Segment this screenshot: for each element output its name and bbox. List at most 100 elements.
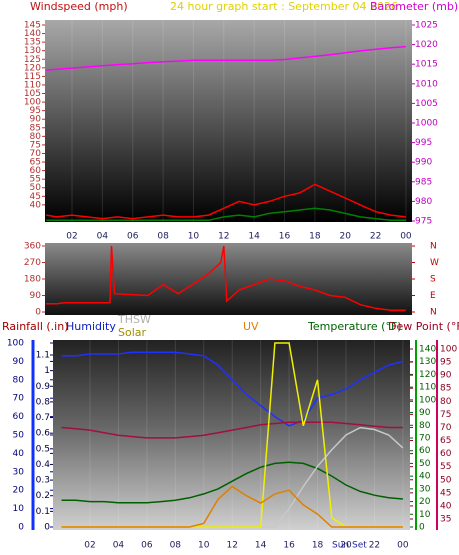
y-tick-label: 65: [30, 158, 41, 168]
y4-tick-label: 35: [440, 515, 451, 525]
y3-tick-label: 0: [419, 523, 425, 533]
y4-tick-label: 45: [440, 488, 451, 498]
x-tick-label: 16: [283, 541, 295, 551]
y-tick-label: 0.7: [36, 413, 50, 423]
y-tick-label: 120: [24, 63, 41, 73]
x-tick-label: 08: [170, 541, 182, 551]
y-tick-label: 145: [24, 21, 41, 31]
y4-tick-label: 80: [440, 397, 452, 407]
series-line: [46, 207, 406, 222]
y-tick-label: 50: [30, 183, 42, 193]
y3-tick-label: 140: [419, 345, 436, 355]
y2-tick-label: 1025: [415, 21, 438, 31]
y3-tick-label: 40: [419, 472, 431, 482]
y-tick-label: 60: [30, 166, 42, 176]
y3-tick-label: 60: [419, 446, 431, 456]
series-line: [61, 421, 403, 439]
y-tick-label: 140: [24, 29, 41, 39]
y-tick-label: 180: [24, 275, 41, 285]
series-line: [61, 351, 404, 427]
y2-tick-label: 975: [415, 217, 432, 227]
y-tick-label: 95: [30, 106, 41, 116]
x-tick-label: 12: [226, 541, 237, 551]
y-tick-label: 0.9: [36, 382, 51, 392]
series-line: [61, 485, 403, 528]
y-tick-label: 1: [44, 366, 50, 376]
y3-tick-label: 130: [419, 357, 436, 367]
y3-tick-label: 50: [419, 459, 431, 469]
y-tick-label: 360: [24, 242, 41, 252]
x-tick-label: 14: [255, 541, 267, 551]
panel-direction: [45, 243, 412, 315]
series-line: [61, 461, 403, 504]
annotation: Sun Set: [332, 541, 367, 551]
panel-wind: [45, 20, 412, 222]
y-tick-label: 100: [24, 98, 41, 108]
y2-tick-label: 70: [13, 394, 25, 404]
x-tick-label: 04: [97, 232, 109, 242]
y2-tick-label: 985: [415, 177, 432, 187]
series-line: [46, 183, 406, 220]
y3-tick-label: 100: [419, 395, 436, 405]
x-tick-label: 08: [157, 232, 169, 242]
y-tick-label: 0.1: [36, 507, 50, 517]
y-tick-label: 0.3: [36, 476, 50, 486]
y2-tick-label: 990: [415, 158, 432, 168]
y-axis-title: Rainfall (.in): [2, 320, 69, 333]
x-tick-label: 02: [84, 541, 95, 551]
y2-tick-label: N: [430, 242, 437, 252]
y2-tick-label: W: [430, 258, 439, 268]
y2-tick-label: 995: [415, 138, 432, 148]
y3-tick-label: 70: [419, 434, 431, 444]
y-tick-label: 90: [30, 291, 42, 301]
x-tick-label: 18: [309, 232, 321, 242]
y4-tick-label: 40: [440, 501, 452, 511]
y-tick-label: 0.4: [36, 460, 51, 470]
y2-tick-label: 50: [13, 431, 25, 441]
y4-tick-label: 50: [440, 475, 452, 485]
y-tick-label: 90: [30, 115, 42, 125]
y-tick-label: 45: [30, 192, 41, 202]
y2-tick-label: 10: [13, 504, 25, 514]
y-tick-label: 0.8: [36, 397, 51, 407]
y2-tick-label: 100: [7, 339, 24, 349]
x-tick-label: 10: [198, 541, 210, 551]
y-axis-title: Windspeed (mph): [30, 0, 128, 13]
y2-axis-title: Humidity: [66, 320, 116, 333]
x-tick-label: 06: [141, 541, 153, 551]
y2-tick-label: 1000: [415, 119, 438, 129]
y4-tick-label: 60: [440, 449, 452, 459]
y3-axis-title: Temperature (°F): [307, 320, 402, 333]
y-tick-label: 75: [30, 140, 41, 150]
y2-tick-label: 40: [13, 449, 25, 459]
x-tick-label: 02: [66, 232, 77, 242]
y-tick-label: 0.5: [36, 444, 50, 454]
y4-tick-label: 90: [440, 371, 452, 381]
y4-tick-label: 55: [440, 462, 451, 472]
y-tick-label: 125: [24, 55, 41, 65]
y-tick-label: 40: [30, 200, 42, 210]
y3-tick-label: 80: [419, 421, 431, 431]
y2-tick-label: 1010: [415, 79, 438, 89]
legend-label: Solar: [118, 326, 147, 339]
panel-weather: [53, 340, 410, 530]
y-tick-label: 0: [44, 523, 50, 533]
y2-axis-title: Barometer (mb): [370, 0, 458, 13]
y2-tick-label: S: [430, 275, 436, 285]
series-line: [46, 45, 406, 71]
x-tick-label: 14: [248, 232, 260, 242]
y4-tick-label: 95: [440, 358, 451, 368]
y-tick-label: 110: [24, 80, 41, 90]
y4-tick-label: 70: [440, 423, 452, 433]
y4-axis-title: Dew Point (°F): [388, 320, 459, 333]
legend-label: UV: [243, 320, 259, 333]
y2-tick-label: N: [430, 308, 437, 318]
y2-tick-label: 1015: [415, 60, 438, 70]
y-tick-label: 85: [30, 123, 41, 133]
y2-tick-label: 1005: [415, 99, 438, 109]
x-tick-label: 00: [397, 541, 409, 551]
y3-tick-label: 30: [419, 484, 431, 494]
y3-tick-label: 120: [419, 370, 436, 380]
y-tick-label: 0: [35, 308, 41, 318]
series-line: [46, 245, 406, 311]
